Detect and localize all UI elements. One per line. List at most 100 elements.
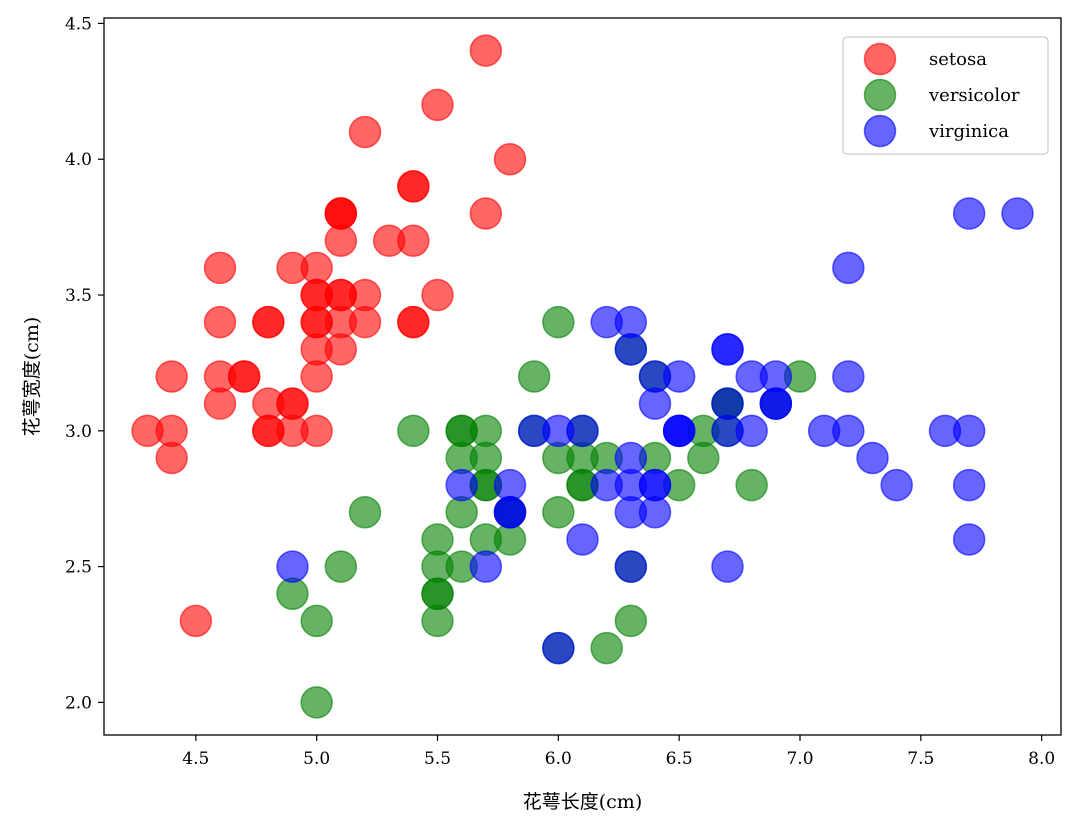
virginica-point xyxy=(493,468,527,502)
setosa-point xyxy=(421,278,454,312)
virginica-legend-label: virginica xyxy=(928,121,1009,142)
versicolor-point xyxy=(517,360,551,393)
x-tick-label: 4.5 xyxy=(182,749,209,769)
virginica-point xyxy=(1001,197,1034,230)
versicolor-point xyxy=(276,577,309,611)
x-tick-label: 5.5 xyxy=(424,749,451,769)
virginica-point xyxy=(493,496,527,529)
setosa-point xyxy=(203,387,237,420)
virginica-point xyxy=(952,414,986,448)
setosa-point xyxy=(203,360,237,393)
setosa-point xyxy=(348,278,382,312)
versicolor-point xyxy=(397,414,430,448)
versicolor-point xyxy=(300,686,333,719)
virginica-point xyxy=(952,197,986,230)
versicolor-point xyxy=(421,604,454,638)
virginica-point xyxy=(832,251,865,285)
setosa-point xyxy=(300,278,333,312)
versicolor-point xyxy=(421,550,454,583)
setosa-point xyxy=(203,305,237,339)
virginica-point xyxy=(952,468,986,502)
virginica-point xyxy=(711,550,744,583)
virginica-point xyxy=(614,496,648,529)
setosa-point xyxy=(372,224,406,257)
setosa-point xyxy=(493,142,527,176)
virginica-point xyxy=(542,631,575,665)
virginica-point xyxy=(590,305,623,339)
virginica-point xyxy=(735,360,768,393)
setosa-legend-label: setosa xyxy=(929,49,987,70)
y-tick-label: 2.5 xyxy=(65,558,92,578)
versicolor-point xyxy=(687,441,720,475)
versicolor-point xyxy=(542,305,575,339)
setosa-point xyxy=(348,115,382,149)
setosa-point xyxy=(324,197,358,230)
versicolor-point xyxy=(421,523,454,556)
x-tick-label: 6.0 xyxy=(545,749,572,769)
setosa-point xyxy=(469,197,503,230)
setosa-point xyxy=(397,170,430,203)
versicolor-point xyxy=(735,468,768,502)
virginica-point xyxy=(856,441,889,475)
setosa-point xyxy=(421,88,454,122)
x-tick-label: 5.0 xyxy=(303,749,330,769)
setosa-point xyxy=(252,414,285,448)
x-tick-label: 6.5 xyxy=(666,749,693,769)
virginica-point xyxy=(638,387,672,420)
virginica-point xyxy=(276,550,309,583)
y-tick-label: 4.0 xyxy=(65,150,92,170)
points-layer xyxy=(131,34,1034,719)
setosa-point xyxy=(397,305,430,339)
virginica-point xyxy=(711,333,744,366)
x-tick-label: 7.5 xyxy=(907,749,934,769)
setosa-point xyxy=(469,34,503,67)
y-axis: 2.0 2.5 3.0 3.5 4.0 4.5 xyxy=(65,14,104,713)
setosa-point xyxy=(276,387,309,420)
virginica-point xyxy=(880,468,913,502)
versicolor-point xyxy=(590,631,623,665)
setosa-point xyxy=(300,414,333,448)
versicolor-point xyxy=(348,496,382,529)
setosa-point xyxy=(203,251,237,285)
setosa-point xyxy=(300,360,333,393)
versicolor-point xyxy=(324,550,358,583)
virginica-point xyxy=(614,333,648,366)
versicolor-point xyxy=(300,604,333,638)
virginica-point xyxy=(614,441,648,475)
virginica-point xyxy=(469,550,503,583)
setosa-point xyxy=(155,414,188,448)
virginica-point xyxy=(614,468,648,502)
setosa-point xyxy=(300,333,333,366)
x-axis-title: 花萼长度(cm) xyxy=(523,791,642,813)
virginica-point xyxy=(759,387,793,420)
x-axis: 4.5 5.0 5.5 6.0 6.5 7.0 7.5 8.0 xyxy=(182,735,1055,769)
y-tick-label: 2.0 xyxy=(65,693,92,713)
versicolor-point xyxy=(469,414,503,448)
virginica-legend-marker xyxy=(863,114,897,148)
virginica-point xyxy=(711,387,744,420)
y-tick-label: 4.5 xyxy=(65,14,92,34)
setosa-point xyxy=(155,360,188,393)
virginica-point xyxy=(832,360,865,393)
versicolor-point xyxy=(614,604,648,638)
virginica-point xyxy=(517,414,551,448)
setosa-point xyxy=(179,604,213,638)
setosa-legend-marker xyxy=(863,42,897,76)
virginica-point xyxy=(711,414,744,448)
virginica-point xyxy=(445,468,478,502)
versicolor-legend-marker xyxy=(863,78,897,112)
setosa-point xyxy=(155,441,188,475)
virginica-point xyxy=(832,414,865,448)
versicolor-point xyxy=(542,496,575,529)
setosa-point xyxy=(324,224,358,257)
versicolor-point xyxy=(445,496,478,529)
versicolor-legend-label: versicolor xyxy=(928,85,1020,106)
versicolor-point xyxy=(542,441,575,475)
virginica-point xyxy=(662,414,696,448)
versicolor-point xyxy=(421,577,454,611)
y-tick-label: 3.5 xyxy=(65,286,92,306)
y-axis-title: 花萼宽度(cm) xyxy=(21,317,43,436)
virginica-point xyxy=(566,523,599,556)
